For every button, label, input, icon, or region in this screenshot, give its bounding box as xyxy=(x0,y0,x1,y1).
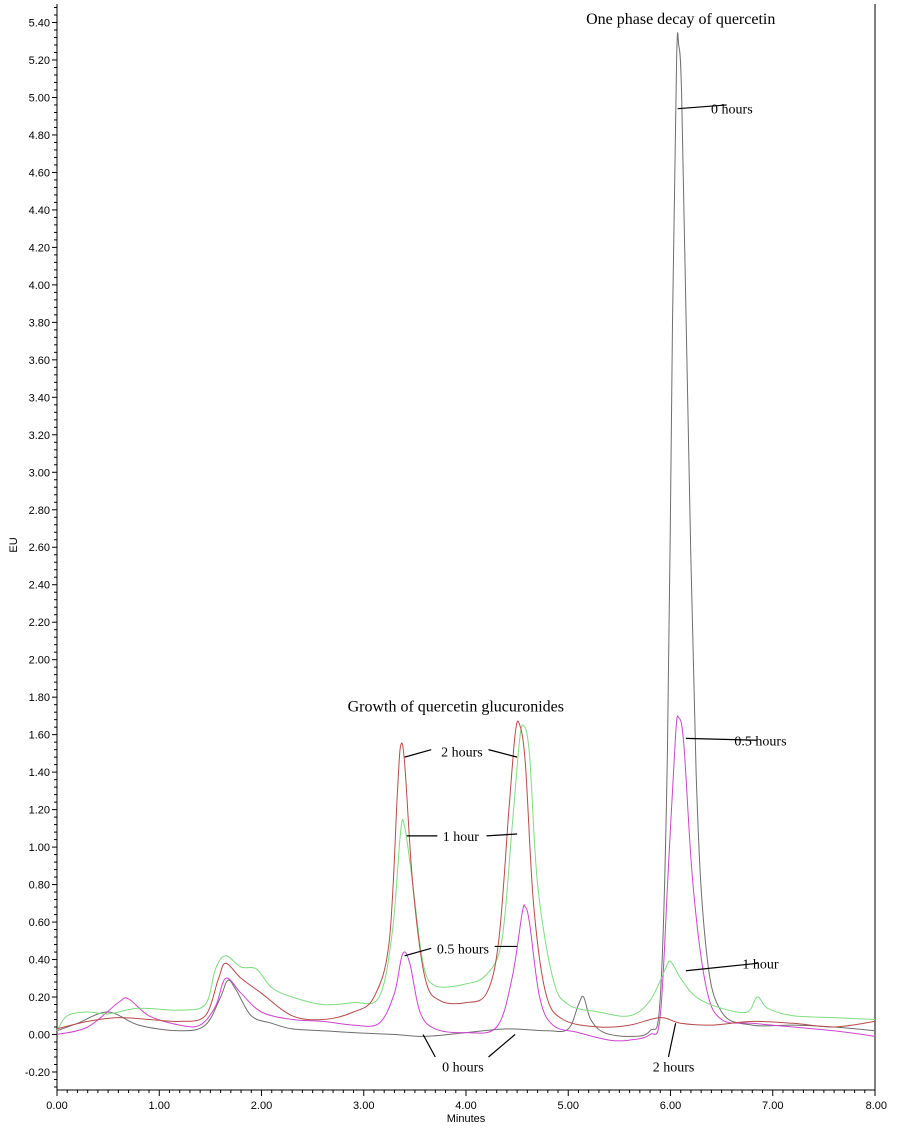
y-tick-label: 0.60 xyxy=(29,917,50,929)
annotation-leader-line xyxy=(667,1023,677,1058)
axes: -0.20 0.00 0.20 0.40 0.60 0.80 1.00 1.20 1.40 1.6… xyxy=(25,4,887,1112)
y-tick-label: 4.20 xyxy=(29,242,50,254)
x-tick-label: 3.00 xyxy=(353,1100,374,1112)
y-tick-label: 2.60 xyxy=(29,542,50,554)
y-tick-label: 3.60 xyxy=(29,355,50,367)
y-tick-label: 0.40 xyxy=(29,955,50,967)
y-tick-label: 4.80 xyxy=(29,130,50,142)
y-tick-label: 0.00 xyxy=(29,1030,50,1042)
annotation-title: Growth of quercetin glucuronides xyxy=(348,699,564,716)
annotation-leader-line xyxy=(488,1034,516,1058)
y-tick-label: 1.80 xyxy=(29,692,50,704)
x-tick-label: 1.00 xyxy=(149,1100,170,1112)
y-tick-label: 4.40 xyxy=(29,205,50,217)
x-tick-label: 0.00 xyxy=(46,1100,67,1112)
y-tick-label: 2.80 xyxy=(29,505,50,517)
annotation-label: 0 hours xyxy=(442,1060,484,1075)
y-tick-label: 0.80 xyxy=(29,880,50,892)
annotation-label: 2 hours xyxy=(653,1060,695,1075)
series-group xyxy=(56,32,876,1042)
y-tick-label: 4.00 xyxy=(29,280,50,292)
y-tick-label: 3.80 xyxy=(29,317,50,329)
annotation-leader-line xyxy=(486,833,518,837)
y-axis-title: EU xyxy=(8,537,20,552)
y-tick-label: 2.40 xyxy=(29,580,50,592)
annotation-label: 2 hours xyxy=(441,746,483,761)
y-tick-label: 3.40 xyxy=(29,392,50,404)
series-line-3 xyxy=(56,724,876,1032)
annotation-label: 0 hours xyxy=(711,103,753,118)
y-tick-label: 2.00 xyxy=(29,655,50,667)
series-line-1 xyxy=(56,32,876,1037)
x-tick-label: 7.00 xyxy=(762,1100,783,1112)
y-tick-label: 5.00 xyxy=(29,92,50,104)
annotations: One phase decay of quercetin Growth of qu… xyxy=(348,11,787,1076)
y-tick-label: -0.20 xyxy=(25,1067,50,1079)
y-tick-label: 5.20 xyxy=(29,55,50,67)
x-tick-label: 6.00 xyxy=(660,1100,681,1112)
y-tick-label: 0.20 xyxy=(29,992,50,1004)
y-tick-label: 4.60 xyxy=(29,167,50,179)
y-tick-label: 3.00 xyxy=(29,467,50,479)
series-line-2 xyxy=(56,715,876,1042)
x-tick-label: 8.00 xyxy=(866,1100,887,1112)
annotation-label: 1 hour xyxy=(443,830,480,845)
y-tick-label: 1.60 xyxy=(29,730,50,742)
y-tick-label: 1.40 xyxy=(29,767,50,779)
y-tick-label: 5.40 xyxy=(29,18,50,30)
annotation-leader-line xyxy=(685,962,758,972)
annotation-label: 0.5 hours xyxy=(734,734,786,749)
annotation-leader-line xyxy=(404,749,432,758)
series-line-4 xyxy=(56,720,876,1030)
x-tick-label: 5.00 xyxy=(558,1100,579,1112)
annotation-leader-line xyxy=(488,749,518,758)
x-tick-label: 2.00 xyxy=(251,1100,272,1112)
annotation-label: 1 hour xyxy=(742,957,779,972)
y-tick-label: 1.20 xyxy=(29,805,50,817)
annotation-title: One phase decay of quercetin xyxy=(586,11,775,28)
annotation-label: 0.5 hours xyxy=(437,942,489,957)
annotation-leader-line xyxy=(677,104,727,110)
annotation-leader-line xyxy=(404,947,432,957)
y-tick-label: 1.00 xyxy=(29,842,50,854)
y-tick-label: 2.20 xyxy=(29,617,50,629)
annotation-leader-line xyxy=(422,1034,436,1058)
x-axis-title: Minutes xyxy=(447,1113,486,1125)
x-tick-label: 4.00 xyxy=(455,1100,476,1112)
y-tick-label: 3.20 xyxy=(29,430,50,442)
annotation-leader-line xyxy=(685,737,758,741)
